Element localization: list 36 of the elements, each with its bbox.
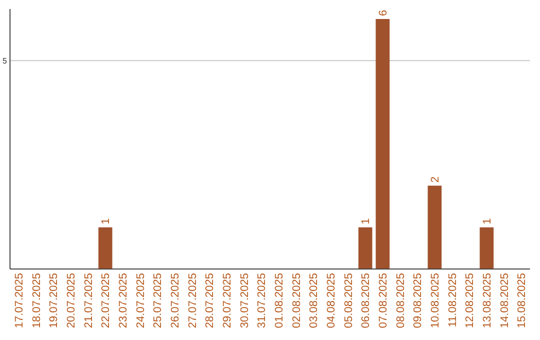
y-tick-label: 5 bbox=[2, 56, 8, 66]
x-tick-label: 17.07.2025 bbox=[14, 273, 26, 328]
x-tick-label: 13.08.2025 bbox=[482, 273, 494, 328]
x-tick-label: 05.08.2025 bbox=[342, 273, 355, 328]
x-tick-label: 04.08.2025 bbox=[326, 273, 338, 328]
x-tick-label: 25.07.2025 bbox=[152, 273, 164, 328]
x-tick-label: 24.07.2025 bbox=[134, 273, 147, 328]
x-tick-label: 30.07.2025 bbox=[238, 273, 251, 328]
x-tick-label: 28.07.2025 bbox=[204, 273, 216, 328]
data-label: 6 bbox=[378, 10, 390, 16]
x-tick-label: 29.07.2025 bbox=[222, 273, 234, 328]
x-tick-label: 31.07.2025 bbox=[256, 273, 268, 328]
x-tick-label: 02.08.2025 bbox=[290, 273, 303, 328]
data-label: 1 bbox=[482, 218, 494, 224]
data-label: 1 bbox=[100, 218, 112, 224]
x-tick-label: 27.07.2025 bbox=[186, 273, 199, 328]
data-label: 1 bbox=[360, 218, 372, 224]
x-tick-label: 19.07.2025 bbox=[48, 273, 60, 328]
x-tick-label: 10.08.2025 bbox=[430, 273, 442, 328]
x-tick-label: 20.07.2025 bbox=[66, 273, 78, 328]
x-tick-label: 09.08.2025 bbox=[412, 273, 424, 328]
x-tick-label: 22.07.2025 bbox=[100, 273, 112, 328]
x-tick-label: 18.07.2025 bbox=[30, 273, 43, 328]
x-tick-label: 07.08.2025 bbox=[378, 273, 390, 328]
x-tick-label: 01.08.2025 bbox=[274, 273, 286, 328]
x-tick-label: 08.08.2025 bbox=[394, 273, 407, 328]
x-tick-label: 21.07.2025 bbox=[82, 273, 95, 328]
x-tick-label: 11.08.2025 bbox=[446, 273, 459, 328]
x-tick-label: 03.08.2025 bbox=[308, 273, 320, 328]
x-tick-label: 26.07.2025 bbox=[170, 273, 182, 328]
x-tick-label: 12.08.2025 bbox=[464, 273, 476, 328]
data-label: 2 bbox=[430, 176, 442, 183]
x-tick-label: 23.07.2025 bbox=[118, 273, 130, 328]
x-tick-label: 14.08.2025 bbox=[498, 273, 511, 328]
x-tick-label: 15.08.2025 bbox=[516, 273, 528, 328]
x-tick-label: 06.08.2025 bbox=[360, 273, 372, 328]
